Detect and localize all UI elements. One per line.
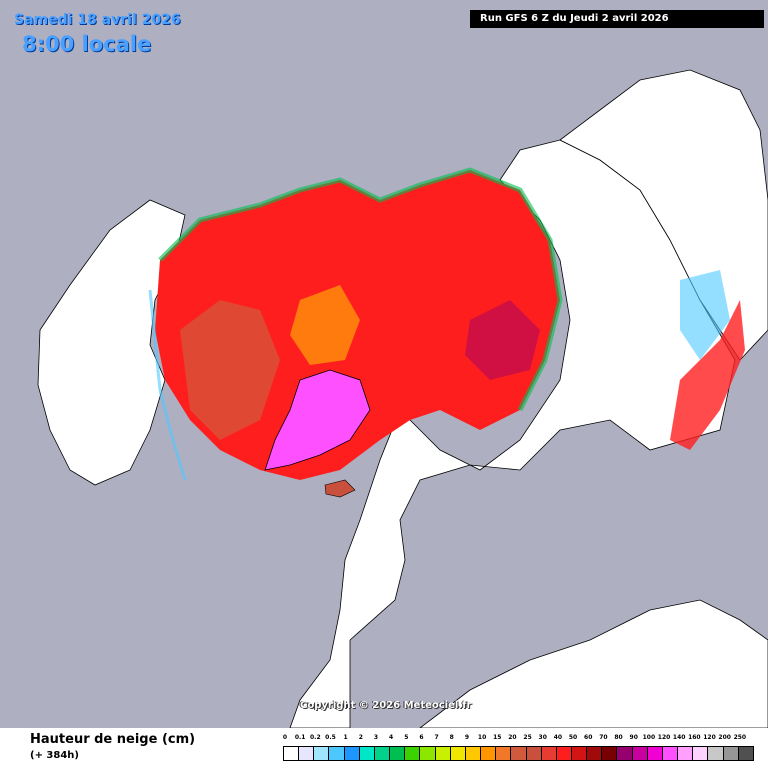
- legend-label: 15: [493, 734, 502, 741]
- legend-label: 8: [449, 734, 454, 741]
- arctic-snow-orange: [290, 285, 360, 365]
- copyright-text: Copyright © 2026 Meteociel.fr: [300, 700, 472, 711]
- legend-swatch: [343, 746, 360, 761]
- legend-swatch: [495, 746, 512, 761]
- legend-label: 2: [358, 734, 363, 741]
- legend-label: 160: [688, 734, 701, 741]
- legend-swatch: [692, 746, 709, 761]
- legend-swatch: [313, 746, 330, 761]
- greenland-snow: [264, 369, 371, 471]
- legend-label: 3: [373, 734, 379, 741]
- legend-label: 100: [642, 734, 656, 741]
- eurasia-land: [289, 139, 736, 728]
- legend-label: 5: [404, 734, 409, 741]
- legend-swatch: [616, 746, 633, 761]
- model-run-info: Run GFS 6 Z du Jeudi 2 avril 2026: [470, 10, 764, 28]
- legend-swatch: [419, 746, 436, 761]
- legend-label: 6: [419, 734, 424, 741]
- legend-swatch: [373, 746, 391, 761]
- legend-swatch: [283, 746, 300, 761]
- legend-swatch: [631, 746, 648, 761]
- legend-label: 80: [614, 734, 623, 741]
- legend-label: 9: [464, 734, 470, 741]
- legend-swatch: [525, 746, 542, 761]
- snow-edge-blue: [148, 289, 187, 481]
- legend-label: 250: [733, 734, 747, 741]
- legend-swatch: [555, 746, 572, 761]
- legend-label: 50: [568, 734, 578, 741]
- legend-swatches: [283, 746, 754, 761]
- africa-mideast-land: [419, 599, 768, 728]
- legend-label: 120: [657, 734, 671, 741]
- legend-swatch: [540, 746, 557, 761]
- legend-swatch: [480, 746, 497, 761]
- legend-label: 120: [703, 734, 716, 741]
- legend-swatch: [570, 746, 588, 761]
- legend-label: 60: [584, 734, 593, 741]
- legend-label: 0: [282, 734, 288, 741]
- legend-swatch: [707, 746, 724, 761]
- legend-swatch: [404, 746, 421, 761]
- legend-swatch: [661, 746, 679, 761]
- forecast-time: 8:00 locale: [22, 32, 152, 56]
- legend-label: 140: [672, 734, 686, 741]
- forecast-date: Samedi 18 avril 2026: [14, 12, 181, 28]
- map-canvas: [37, 69, 768, 728]
- color-legend: 0 0.1 0.2 0.5 1 2 3 4 5 6 7 8 9 10 15 20 25 30 40 50 60 70 80 9…: [283, 734, 754, 764]
- legend-label: 7: [434, 734, 439, 741]
- legend-label: 10: [477, 734, 487, 741]
- legend-swatch: [449, 746, 466, 761]
- iceland-snow: [324, 479, 356, 498]
- legend-label: 0.1: [294, 734, 306, 741]
- legend-swatch: [737, 746, 754, 761]
- legend-label: 200: [718, 734, 731, 741]
- legend-swatch: [298, 746, 315, 761]
- legend-footer: Hauteur de neige (cm) (+ 384h) 0 0.1 0.2 0.…: [0, 728, 768, 768]
- legend-label: 1: [343, 734, 348, 741]
- arctic-snow-moderate: [180, 300, 280, 440]
- east-asia-snow-light: [680, 270, 730, 360]
- legend-swatch: [434, 746, 451, 761]
- legend-label: 90: [629, 734, 638, 741]
- legend-swatch: [722, 746, 739, 761]
- legend-label: 0.2: [309, 734, 321, 741]
- lead-time: (+ 384h): [30, 750, 79, 761]
- legend-label: 20: [508, 734, 517, 741]
- legend-label: 0.5: [325, 734, 336, 741]
- legend-swatch: [389, 746, 406, 761]
- legend-swatch: [358, 746, 375, 761]
- siberia-snow-dark: [465, 300, 540, 380]
- legend-swatch: [677, 746, 694, 761]
- legend-label: 40: [553, 734, 563, 741]
- legend-swatch: [646, 746, 663, 761]
- legend-swatch: [510, 746, 527, 761]
- legend-label: 4: [389, 734, 394, 741]
- legend-swatch: [328, 746, 345, 761]
- legend-swatch: [464, 746, 482, 761]
- snow-edge-band: [158, 167, 563, 412]
- legend-swatch: [601, 746, 618, 761]
- legend-labels: 0 0.1 0.2 0.5 1 2 3 4 5 6 7 8 9 10 15 20 25 30 40 50 60 70 80 9…: [283, 734, 753, 745]
- legend-label: 70: [599, 734, 608, 741]
- legend-swatch: [586, 746, 603, 761]
- variable-title: Hauteur de neige (cm): [30, 732, 196, 747]
- legend-label: 25: [523, 734, 532, 741]
- legend-label: 30: [538, 734, 547, 741]
- east-asia-snow: [670, 300, 745, 450]
